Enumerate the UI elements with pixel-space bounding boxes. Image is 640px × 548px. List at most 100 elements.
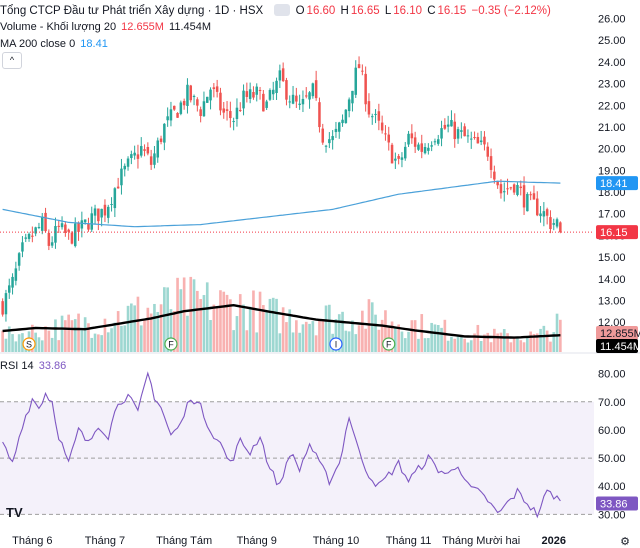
candle-body (291, 94, 295, 104)
volume-bar (192, 279, 196, 352)
ma-legend[interactable]: MA 200 close 0 18.41 (0, 38, 110, 50)
event-marker[interactable]: F (382, 337, 396, 351)
candle-body (469, 138, 473, 140)
candle-body (539, 213, 542, 217)
candle-body (394, 158, 397, 161)
candle-body (123, 165, 127, 170)
volume-bar (410, 320, 414, 352)
candle-body (483, 136, 486, 145)
ma-label: MA 200 close 0 (0, 38, 76, 50)
event-marker-label: S (26, 340, 32, 350)
volume-bar (242, 304, 245, 352)
volume-legend[interactable]: Volume - Khối lượng 20 12.655M 11.454M (0, 21, 213, 33)
candle-body (413, 137, 417, 147)
candle-body (532, 193, 536, 200)
event-marker[interactable]: I (329, 337, 343, 351)
volume-bar (334, 319, 338, 352)
volume-bar (413, 320, 417, 352)
candle-body (351, 90, 354, 104)
candle-body (278, 70, 282, 81)
candle-body (295, 95, 298, 102)
volume-bar (400, 331, 404, 352)
candle-body (374, 113, 377, 115)
volume-bar (209, 320, 212, 352)
event-marker-label: I (335, 340, 338, 350)
volume-bar (80, 330, 84, 352)
volume-bar (113, 322, 117, 352)
candle-body (143, 149, 146, 151)
candle-body (172, 105, 176, 110)
candle-body (17, 253, 21, 266)
candle-body (7, 285, 11, 293)
event-marker[interactable]: S (22, 337, 36, 351)
candle-body (545, 209, 549, 216)
volume-bar (516, 337, 519, 352)
ma200-line[interactable] (2, 180, 561, 228)
price-tick-label: 26.00 (598, 14, 626, 26)
candle-body (252, 92, 255, 98)
candle-body (535, 198, 539, 216)
candle-body (120, 168, 123, 186)
settings-icon[interactable]: ⚙ (620, 536, 630, 548)
event-marker[interactable]: F (164, 337, 178, 351)
chart-header: Tổng CTCP Đầu tư Phát triển Xây dựng · 1… (0, 4, 553, 17)
volume-bar (11, 334, 14, 352)
volume-bar (420, 314, 424, 352)
candle-body (473, 137, 476, 139)
volume-bar (384, 310, 387, 352)
volume-bar (555, 313, 559, 352)
volume-badge-text: 12.855M (600, 328, 640, 340)
ma-price-badge: 18.41 (596, 176, 638, 191)
volume-bar (275, 298, 278, 352)
candle-body (400, 157, 404, 160)
candle-body (50, 242, 54, 246)
eye-icon[interactable] (274, 4, 291, 16)
candle-body (222, 108, 226, 113)
candle-body (130, 154, 133, 159)
volume-bar (87, 323, 90, 352)
candle-body (476, 136, 480, 144)
candle-body (133, 152, 136, 156)
rsi-badge: 33.86 (596, 496, 638, 511)
volume-ma-line[interactable] (2, 303, 561, 339)
volume-bar (34, 332, 37, 352)
rsi-tick-label: 50.00 (598, 453, 626, 465)
collapse-legend-button[interactable]: ^ (2, 52, 22, 69)
candle-body (516, 184, 519, 195)
candle-body (526, 194, 529, 212)
tradingview-logo-icon[interactable]: TV (6, 505, 23, 520)
candle-body (265, 101, 268, 108)
close-value: 16.15 (437, 5, 467, 17)
volume-bar (397, 324, 400, 352)
candle-body (235, 107, 239, 119)
volume-bar (552, 332, 556, 352)
candle-body (417, 144, 420, 150)
volume-bar (476, 324, 480, 352)
volume-bar (268, 298, 272, 352)
rsi-legend[interactable]: RSI 14 33.86 (0, 360, 68, 372)
symbol-title[interactable]: Tổng CTCP Đầu tư Phát triển Xây dựng · 1… (0, 5, 264, 17)
change-value: −0.35 (−2.12%) (471, 5, 551, 17)
candle-body (318, 102, 321, 128)
volume-bar (301, 324, 305, 352)
volume-bar (67, 314, 70, 352)
rsi-line[interactable] (2, 371, 561, 519)
candle-body (238, 109, 242, 111)
volume-bar (460, 335, 463, 352)
volume-bar (93, 333, 97, 352)
volume-bar (258, 291, 262, 352)
volume-bar (205, 282, 209, 352)
candle-body (288, 101, 292, 103)
volume-bar (1, 330, 4, 352)
candle-body (199, 109, 202, 117)
candle-body (285, 80, 288, 100)
volume-bar (489, 342, 493, 352)
rsi-tick-label: 30.00 (598, 509, 626, 521)
volume-bar (318, 320, 321, 352)
candle-body (90, 213, 94, 230)
volume-bar (324, 305, 328, 352)
volume-bar (341, 311, 344, 352)
candle-body (1, 301, 4, 315)
candle-body (423, 147, 427, 154)
